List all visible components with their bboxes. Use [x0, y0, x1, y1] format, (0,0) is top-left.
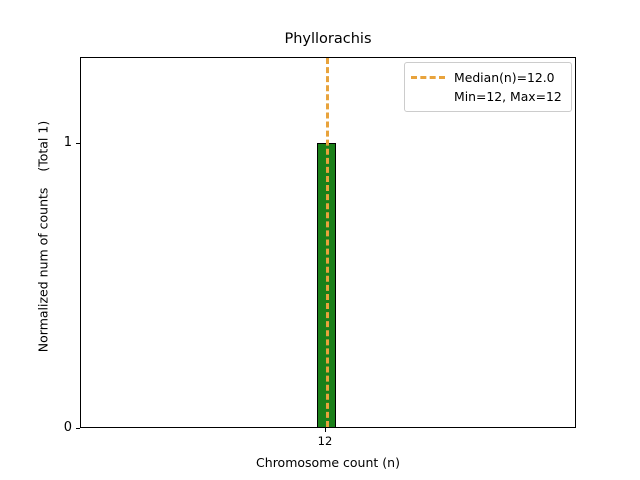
- y-tick-label-1: 1: [63, 135, 72, 150]
- y-tick-label-0: 0: [63, 420, 72, 435]
- legend-label-median: Median(n)=12.0: [454, 70, 555, 85]
- x-tick-label-12: 12: [317, 434, 333, 448]
- plot-area: [80, 57, 576, 428]
- legend: Median(n)=12.0 Min=12, Max=12: [404, 62, 572, 112]
- y-tick-mark-0: [76, 428, 80, 429]
- legend-entry-median: Median(n)=12.0: [411, 68, 565, 87]
- x-tick-mark-12: [325, 428, 326, 432]
- median-line: [326, 58, 329, 427]
- y-axis-label: Normalized num of counts (Total 1): [35, 120, 51, 353]
- chart-title: Phyllorachis: [284, 31, 372, 47]
- x-axis-label: Chromosome count (n): [256, 455, 400, 470]
- legend-entry-range: Min=12, Max=12: [411, 87, 565, 106]
- y-tick-mark-1: [76, 143, 80, 144]
- dashed-line-icon: [411, 76, 445, 79]
- legend-label-range: Min=12, Max=12: [454, 89, 562, 104]
